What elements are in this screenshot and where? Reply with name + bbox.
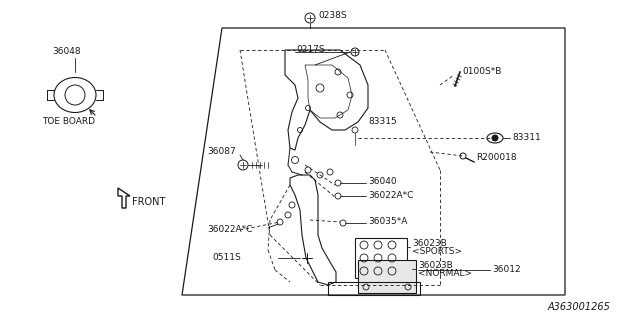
Text: 0100S*B: 0100S*B bbox=[462, 68, 501, 76]
Text: 36035*A: 36035*A bbox=[368, 218, 408, 227]
Text: <SPORTS>: <SPORTS> bbox=[412, 247, 462, 257]
Text: 83311: 83311 bbox=[512, 133, 541, 142]
Text: 0511S: 0511S bbox=[212, 253, 241, 262]
Text: 0238S: 0238S bbox=[318, 12, 347, 20]
Text: 36022A*C: 36022A*C bbox=[207, 226, 252, 235]
Text: TOE BOARD: TOE BOARD bbox=[42, 117, 95, 126]
Text: 36012: 36012 bbox=[492, 266, 520, 275]
Text: 36023B: 36023B bbox=[412, 238, 447, 247]
Text: 36048: 36048 bbox=[52, 47, 81, 57]
Text: 36040: 36040 bbox=[368, 178, 397, 187]
Circle shape bbox=[492, 135, 498, 141]
Text: FRONT: FRONT bbox=[132, 197, 165, 207]
Text: 0217S: 0217S bbox=[296, 45, 324, 54]
Text: 36022A*C: 36022A*C bbox=[368, 190, 413, 199]
Text: 83315: 83315 bbox=[368, 117, 397, 126]
Bar bbox=[355, 238, 407, 278]
Bar bbox=[358, 260, 416, 293]
Text: <NORMAL>: <NORMAL> bbox=[418, 269, 472, 278]
Text: R200018: R200018 bbox=[476, 154, 516, 163]
Text: 36023B: 36023B bbox=[418, 260, 452, 269]
Text: A363001265: A363001265 bbox=[547, 302, 610, 312]
Text: 36087: 36087 bbox=[207, 148, 236, 156]
